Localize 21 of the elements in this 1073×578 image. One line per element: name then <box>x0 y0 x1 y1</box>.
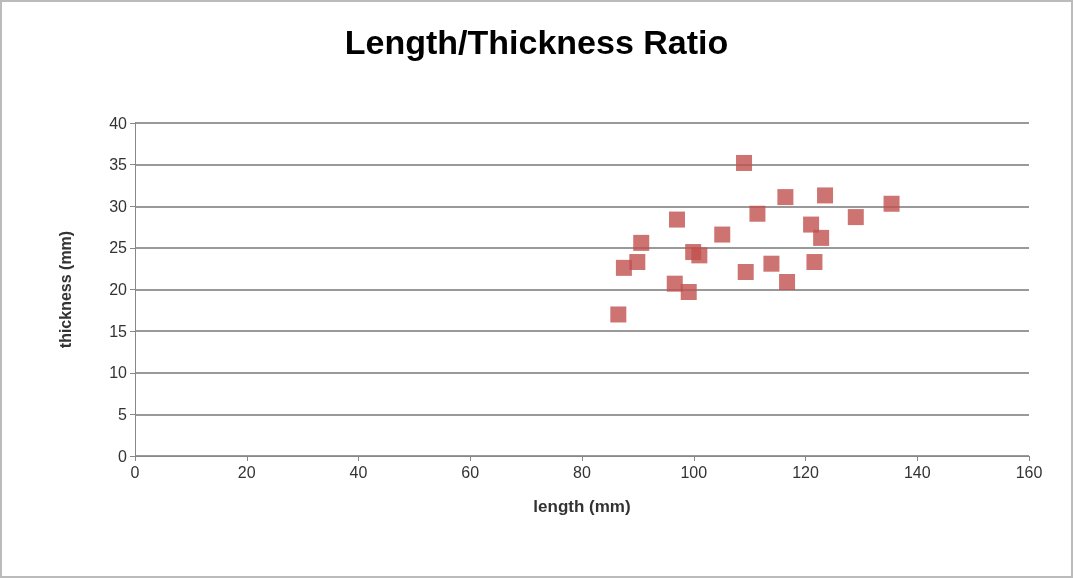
y-tick-label: 10 <box>109 364 128 382</box>
x-tick-label: 20 <box>237 463 256 481</box>
y-tick-label: 20 <box>109 281 128 298</box>
x-tick-label: 140 <box>903 463 931 481</box>
x-tick-label: 60 <box>461 463 480 481</box>
x-tick-label: 160 <box>1015 463 1043 481</box>
x-tick-label: 100 <box>680 463 708 481</box>
x-axis-title: length (mm) <box>533 497 631 516</box>
x-tick-label: 120 <box>792 463 819 481</box>
x-tick-label: 40 <box>349 463 368 481</box>
y-tick-label: 0 <box>118 447 128 465</box>
y-tick-label: 30 <box>109 197 128 215</box>
y-tick-label: 25 <box>109 239 128 257</box>
y-tick-label: 5 <box>118 405 128 423</box>
y-tick-label: 40 <box>109 114 128 132</box>
y-tick-label: 15 <box>109 322 128 340</box>
y-tick-label: 35 <box>109 156 128 174</box>
x-tick-label: 0 <box>130 463 140 481</box>
chart-title: Length/Thickness Ratio <box>344 23 729 61</box>
x-tick-label: 80 <box>573 463 591 481</box>
y-axis-title: thickness (mm) <box>56 230 74 349</box>
